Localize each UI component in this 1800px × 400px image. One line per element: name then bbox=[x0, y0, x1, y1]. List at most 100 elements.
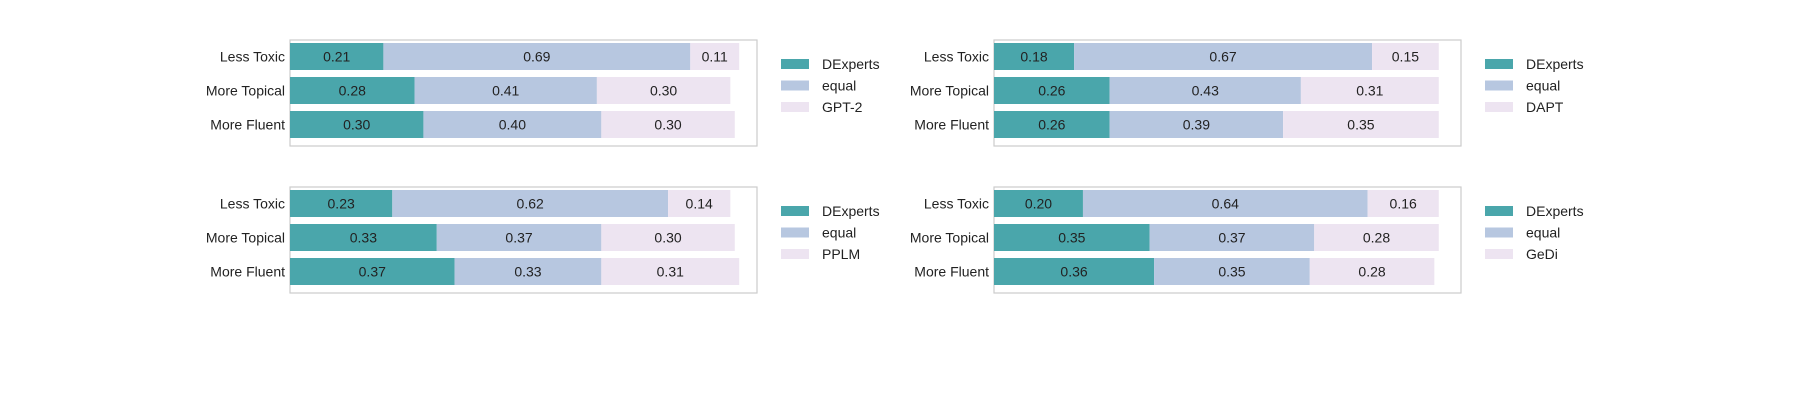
data-label: 0.64 bbox=[1212, 196, 1239, 212]
bar-equal-more-topical bbox=[414, 77, 597, 104]
data-label: 0.21 bbox=[323, 49, 350, 65]
data-label: 0.36 bbox=[1060, 264, 1087, 280]
legend-label: equal bbox=[822, 78, 856, 94]
bar-dexperts-less-toxic bbox=[994, 190, 1083, 217]
legend-label: DExperts bbox=[1526, 56, 1584, 72]
bar-gedi-more-fluent bbox=[1309, 258, 1435, 285]
bar-dexperts-more-topical bbox=[994, 224, 1150, 251]
bar-equal-more-fluent bbox=[1154, 258, 1310, 285]
bar-dexperts-less-toxic bbox=[290, 190, 393, 217]
chart-3: Less Toxic 0.23 0.62 0.14 More Topical 0.33 0.… bbox=[206, 186, 880, 294]
bar-equal-more-fluent bbox=[423, 111, 602, 138]
category-label: More Topical bbox=[910, 83, 989, 99]
bar-dexperts-more-fluent bbox=[994, 111, 1110, 138]
data-label: 0.40 bbox=[499, 117, 526, 133]
data-label: 0.35 bbox=[1347, 117, 1374, 133]
legend-swatch bbox=[781, 102, 809, 112]
data-label: 0.20 bbox=[1025, 196, 1052, 212]
chart-4: Less Toxic 0.20 0.64 0.16 More Topical 0.35 0.… bbox=[910, 186, 1584, 294]
bar-dexperts-more-topical bbox=[994, 77, 1110, 104]
bar-equal-less-toxic bbox=[1074, 43, 1373, 70]
data-label: 0.30 bbox=[654, 230, 681, 246]
data-label: 0.69 bbox=[523, 49, 550, 65]
legend-label: equal bbox=[1526, 78, 1560, 94]
data-label: 0.26 bbox=[1038, 83, 1065, 99]
data-label: 0.37 bbox=[359, 264, 386, 280]
bar-equal-more-topical bbox=[1109, 77, 1301, 104]
legend-swatch bbox=[781, 206, 809, 216]
data-label: 0.15 bbox=[1392, 49, 1419, 65]
data-label: 0.41 bbox=[492, 83, 519, 99]
category-label: More Fluent bbox=[914, 264, 989, 280]
data-label: 0.39 bbox=[1183, 117, 1210, 133]
legend-swatch bbox=[1485, 206, 1513, 216]
data-label: 0.31 bbox=[1356, 83, 1383, 99]
legend-swatch bbox=[781, 80, 809, 91]
category-label: More Topical bbox=[206, 83, 285, 99]
bar-dapt-more-fluent bbox=[1283, 111, 1439, 138]
category-label: More Topical bbox=[910, 230, 989, 246]
data-label: 0.67 bbox=[1209, 49, 1236, 65]
bar-gpt-2-more-topical bbox=[596, 77, 731, 104]
bar-dapt-less-toxic bbox=[1372, 43, 1439, 70]
legend-swatch bbox=[781, 249, 809, 259]
bar-dapt-more-topical bbox=[1300, 77, 1439, 104]
data-label: 0.28 bbox=[339, 83, 366, 99]
bar-gedi-less-toxic bbox=[1367, 190, 1439, 217]
bar-equal-less-toxic bbox=[1082, 190, 1368, 217]
data-label: 0.37 bbox=[505, 230, 532, 246]
bar-dexperts-more-topical bbox=[290, 224, 437, 251]
bar-dexperts-more-fluent bbox=[994, 258, 1155, 285]
data-label: 0.30 bbox=[650, 83, 677, 99]
data-label: 0.30 bbox=[343, 117, 370, 133]
bar-gpt-2-more-fluent bbox=[601, 111, 735, 138]
data-label: 0.26 bbox=[1038, 117, 1065, 133]
bar-gedi-more-topical bbox=[1314, 224, 1439, 251]
bar-equal-more-fluent bbox=[454, 258, 602, 285]
legend-label: GPT-2 bbox=[822, 99, 863, 115]
bar-dexperts-more-topical bbox=[290, 77, 415, 104]
legend-label: equal bbox=[822, 225, 856, 241]
legend-label: DAPT bbox=[1526, 99, 1564, 115]
legend-label: GeDi bbox=[1526, 246, 1558, 262]
data-label: 0.23 bbox=[328, 196, 355, 212]
legend-label: DExperts bbox=[1526, 203, 1584, 219]
data-label: 0.28 bbox=[1358, 264, 1385, 280]
bar-pplm-less-toxic bbox=[668, 190, 731, 217]
data-label: 0.37 bbox=[1218, 230, 1245, 246]
category-label: Less Toxic bbox=[924, 49, 989, 65]
bar-dexperts-less-toxic bbox=[994, 43, 1075, 70]
category-label: More Topical bbox=[206, 230, 285, 246]
data-label: 0.11 bbox=[702, 49, 728, 65]
data-label: 0.35 bbox=[1058, 230, 1085, 246]
bar-equal-more-topical bbox=[1149, 224, 1315, 251]
bar-dexperts-less-toxic bbox=[290, 43, 384, 70]
legend-swatch bbox=[1485, 227, 1513, 238]
legend-label: PPLM bbox=[822, 246, 860, 262]
category-label: More Fluent bbox=[210, 264, 285, 280]
category-label: More Fluent bbox=[914, 117, 989, 133]
legend-swatch bbox=[781, 59, 809, 69]
legend-swatch bbox=[1485, 102, 1513, 112]
bar-equal-more-topical bbox=[436, 224, 602, 251]
bar-gpt-2-less-toxic bbox=[690, 43, 740, 70]
category-label: Less Toxic bbox=[924, 196, 989, 212]
legend-swatch bbox=[1485, 80, 1513, 91]
legend-swatch bbox=[1485, 249, 1513, 259]
bar-equal-less-toxic bbox=[383, 43, 691, 70]
category-label: More Fluent bbox=[210, 117, 285, 133]
category-label: Less Toxic bbox=[220, 49, 285, 65]
data-label: 0.28 bbox=[1363, 230, 1390, 246]
data-label: 0.43 bbox=[1192, 83, 1219, 99]
data-label: 0.62 bbox=[517, 196, 544, 212]
bar-dexperts-more-fluent bbox=[290, 258, 455, 285]
bar-pplm-more-topical bbox=[601, 224, 735, 251]
category-label: Less Toxic bbox=[220, 196, 285, 212]
chart-1: Less Toxic 0.21 0.69 0.11 More Topical 0.28 0.… bbox=[206, 39, 880, 147]
data-label: 0.31 bbox=[657, 264, 684, 280]
bar-dexperts-more-fluent bbox=[290, 111, 424, 138]
data-label: 0.30 bbox=[654, 117, 681, 133]
data-label: 0.16 bbox=[1390, 196, 1417, 212]
data-label: 0.18 bbox=[1020, 49, 1047, 65]
